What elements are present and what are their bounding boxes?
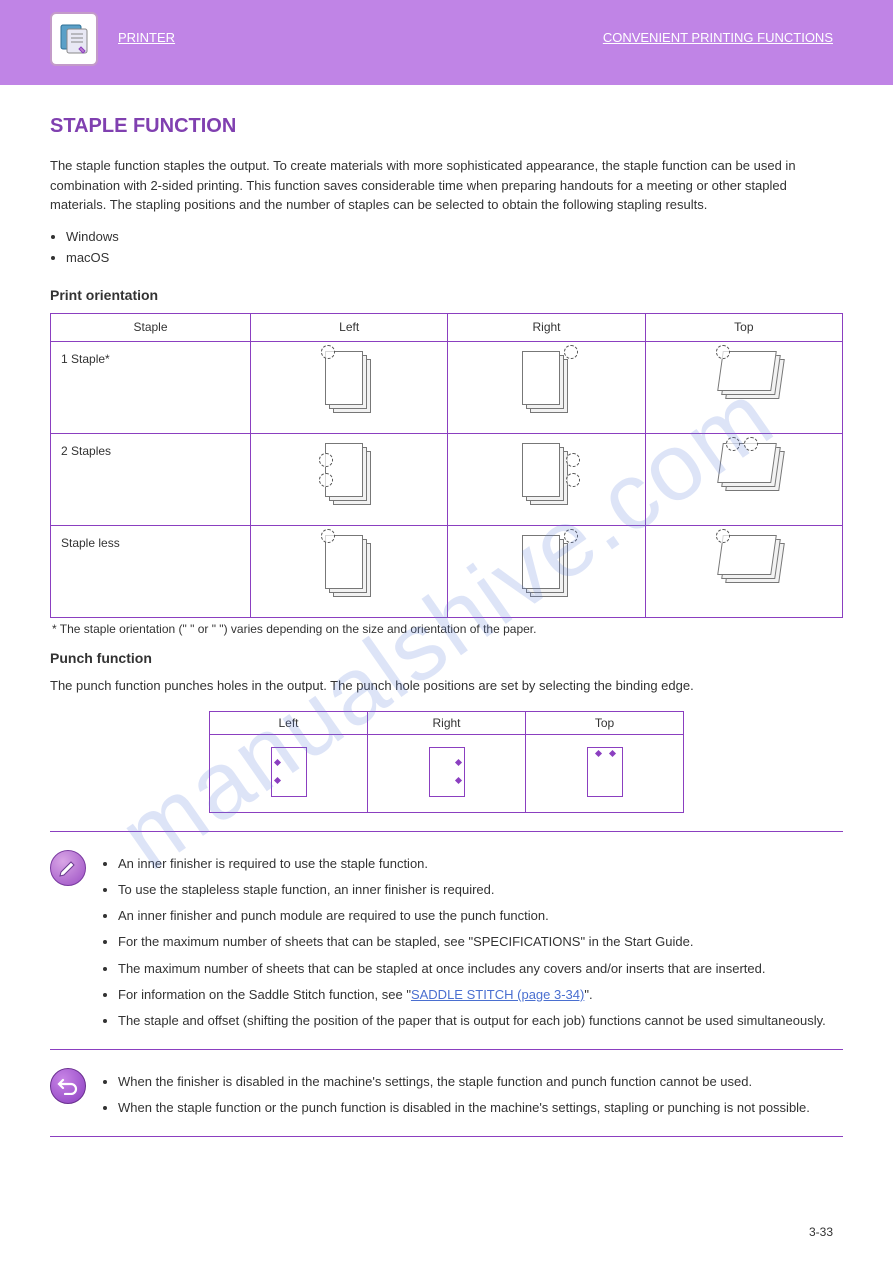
col-left: Left — [251, 313, 448, 341]
row-label: 2 Staples — [51, 433, 251, 525]
list-item: Windows — [66, 229, 843, 244]
divider — [50, 1136, 843, 1137]
asterisk-note: * The staple orientation (" " or " ") va… — [52, 622, 843, 636]
note-list: An inner finisher is required to use the… — [118, 854, 826, 1031]
list-item: When the staple function or the punch fu… — [118, 1098, 810, 1118]
divider — [50, 1049, 843, 1050]
punch-intro: The punch function punches holes in the … — [50, 676, 843, 696]
stack-icon — [645, 433, 842, 525]
staple-position-table: Staple Left Right Top 1 Staple* 2 Staple… — [50, 313, 843, 618]
punch-col-top: Top — [526, 712, 684, 735]
col-top: Top — [645, 313, 842, 341]
revert-list: When the finisher is disabled in the mac… — [118, 1072, 810, 1118]
list-item: For the maximum number of sheets that ca… — [118, 932, 826, 952]
punch-icon — [368, 735, 526, 813]
punch-position-table: Left Right Top — [209, 711, 684, 813]
section-title: STAPLE FUNCTION — [50, 115, 843, 138]
col-staple: Staple — [51, 313, 251, 341]
stack-icon — [448, 341, 645, 433]
stack-icon — [448, 433, 645, 525]
header-bar: PRINTER CONVENIENT PRINTING FUNCTIONS — [0, 0, 893, 85]
breadcrumb-left[interactable]: PRINTER — [118, 30, 175, 45]
stack-icon — [251, 433, 448, 525]
platform-list: Windows macOS — [66, 229, 843, 265]
list-item: macOS — [66, 250, 843, 265]
list-item: The maximum number of sheets that can be… — [118, 959, 826, 979]
page-number: 3-33 — [809, 1225, 833, 1239]
punch-icon — [210, 735, 368, 813]
list-item: An inner finisher is required to use the… — [118, 854, 826, 874]
punch-col-left: Left — [210, 712, 368, 735]
list-item: To use the stapleless staple function, a… — [118, 880, 826, 900]
saddle-stitch-link[interactable]: SADDLE STITCH (page 3-34) — [411, 987, 584, 1002]
stack-icon — [448, 525, 645, 617]
punch-icon — [526, 735, 684, 813]
row-label: 1 Staple* — [51, 341, 251, 433]
orientation-subhead: Print orientation — [50, 287, 843, 303]
list-item: When the finisher is disabled in the mac… — [118, 1072, 810, 1092]
stack-icon — [251, 341, 448, 433]
stack-icon — [251, 525, 448, 617]
punch-subhead: Punch function — [50, 650, 843, 666]
stack-icon — [645, 341, 842, 433]
document-icon — [50, 12, 98, 66]
pencil-icon — [50, 850, 86, 886]
list-item: For information on the Saddle Stitch fun… — [118, 985, 826, 1005]
row-label: Staple less — [51, 525, 251, 617]
undo-icon — [50, 1068, 86, 1104]
col-right: Right — [448, 313, 645, 341]
revert-callout: When the finisher is disabled in the mac… — [50, 1068, 843, 1124]
intro-paragraph: The staple function staples the output. … — [50, 156, 843, 215]
note-callout: An inner finisher is required to use the… — [50, 850, 843, 1037]
punch-col-right: Right — [368, 712, 526, 735]
list-item: The staple and offset (shifting the posi… — [118, 1011, 826, 1031]
list-item: An inner finisher and punch module are r… — [118, 906, 826, 926]
stack-icon — [645, 525, 842, 617]
page-content: STAPLE FUNCTION The staple function stap… — [0, 85, 893, 1137]
breadcrumb-right[interactable]: CONVENIENT PRINTING FUNCTIONS — [603, 30, 833, 45]
divider — [50, 831, 843, 832]
